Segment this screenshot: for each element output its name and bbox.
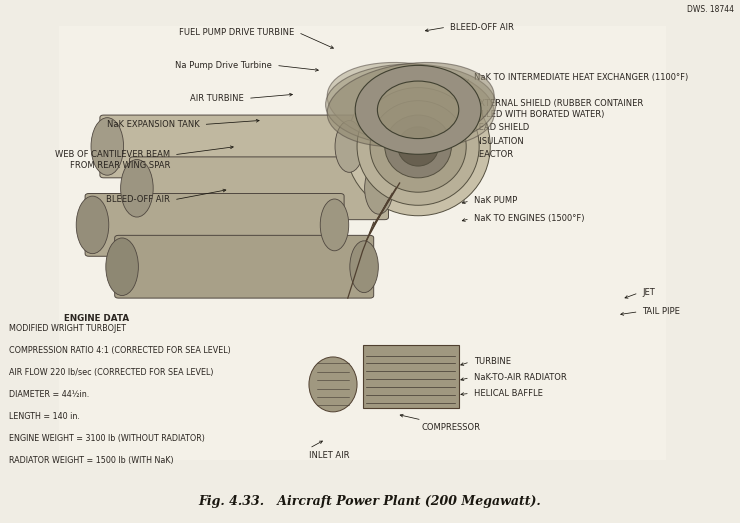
Text: TAIL PIPE: TAIL PIPE	[642, 307, 680, 316]
Text: FUEL PUMP DRIVE TURBINE: FUEL PUMP DRIVE TURBINE	[179, 28, 295, 37]
Text: NaK-TO-AIR RADIATOR: NaK-TO-AIR RADIATOR	[474, 373, 566, 382]
Ellipse shape	[365, 162, 393, 214]
Text: COMPRESSION RATIO 4:1 (CORRECTED FOR SEA LEVEL): COMPRESSION RATIO 4:1 (CORRECTED FOR SEA…	[9, 346, 231, 355]
Text: INLET AIR: INLET AIR	[309, 451, 350, 460]
Ellipse shape	[106, 238, 138, 295]
Text: MODIFIED WRIGHT TURBOJET: MODIFIED WRIGHT TURBOJET	[9, 324, 126, 333]
Text: Fig. 4.33.   Aircraft Power Plant (200 Megawatt).: Fig. 4.33. Aircraft Power Plant (200 Meg…	[198, 495, 542, 508]
Ellipse shape	[327, 62, 494, 147]
FancyBboxPatch shape	[363, 345, 459, 408]
Text: DIAMETER = 44½in.: DIAMETER = 44½in.	[9, 390, 89, 399]
Text: Na Pump Drive Turbine: Na Pump Drive Turbine	[175, 61, 272, 70]
Ellipse shape	[309, 357, 357, 412]
FancyBboxPatch shape	[130, 157, 388, 220]
Text: BLEED-OFF AIR: BLEED-OFF AIR	[107, 195, 170, 204]
Text: BLEED-OFF AIR: BLEED-OFF AIR	[450, 22, 514, 32]
Text: FILLED WITH BORATED WATER): FILLED WITH BORATED WATER)	[474, 109, 604, 119]
Ellipse shape	[121, 160, 153, 217]
Text: RADIATOR WEIGHT = 1500 lb (WITH NaK): RADIATOR WEIGHT = 1500 lb (WITH NaK)	[9, 456, 173, 465]
Text: EXTERNAL SHIELD (RUBBER CONTAINER: EXTERNAL SHIELD (RUBBER CONTAINER	[474, 99, 643, 108]
Text: LEAD SHIELD: LEAD SHIELD	[474, 123, 529, 132]
Ellipse shape	[320, 199, 349, 251]
Ellipse shape	[91, 118, 124, 175]
Text: TURBINE: TURBINE	[474, 357, 511, 367]
Text: HELICAL BAFFLE: HELICAL BAFFLE	[474, 389, 542, 398]
FancyBboxPatch shape	[85, 194, 344, 256]
Text: NaK EXPANSION TANK: NaK EXPANSION TANK	[107, 120, 200, 129]
Text: COMPRESSOR: COMPRESSOR	[422, 423, 481, 431]
Text: LENGTH = 140 in.: LENGTH = 140 in.	[9, 412, 80, 421]
Text: ENGINE WEIGHT = 3100 lb (WITHOUT RADIATOR): ENGINE WEIGHT = 3100 lb (WITHOUT RADIATO…	[9, 434, 205, 443]
Text: DWS. 18744: DWS. 18744	[687, 5, 734, 14]
Ellipse shape	[370, 100, 466, 192]
Ellipse shape	[398, 127, 438, 166]
Text: ENGINE DATA: ENGINE DATA	[64, 314, 129, 323]
Ellipse shape	[350, 241, 378, 293]
FancyBboxPatch shape	[100, 115, 359, 178]
Text: WEB OF CANTILEVER BEAM: WEB OF CANTILEVER BEAM	[55, 150, 170, 160]
Ellipse shape	[385, 115, 451, 178]
Ellipse shape	[327, 62, 494, 147]
Text: JET: JET	[642, 288, 655, 298]
Text: AIR FLOW 220 lb/sec (CORRECTED FOR SEA LEVEL): AIR FLOW 220 lb/sec (CORRECTED FOR SEA L…	[9, 368, 213, 377]
FancyBboxPatch shape	[115, 235, 374, 298]
Text: REACTOR: REACTOR	[474, 150, 514, 160]
Text: NaK TO INTERMEDIATE HEAT EXCHANGER (1100°F): NaK TO INTERMEDIATE HEAT EXCHANGER (1100…	[474, 73, 688, 82]
Ellipse shape	[346, 77, 491, 216]
Ellipse shape	[76, 196, 109, 254]
Ellipse shape	[326, 64, 496, 145]
Text: INSULATION: INSULATION	[474, 137, 525, 146]
Text: NaK PUMP: NaK PUMP	[474, 196, 517, 206]
Ellipse shape	[335, 120, 363, 173]
Text: FROM REAR WING SPAR: FROM REAR WING SPAR	[70, 161, 170, 170]
Ellipse shape	[357, 88, 480, 205]
Text: AIR TURBINE: AIR TURBINE	[190, 94, 244, 103]
Text: NaK TO ENGINES (1500°F): NaK TO ENGINES (1500°F)	[474, 214, 584, 223]
FancyBboxPatch shape	[59, 26, 666, 460]
